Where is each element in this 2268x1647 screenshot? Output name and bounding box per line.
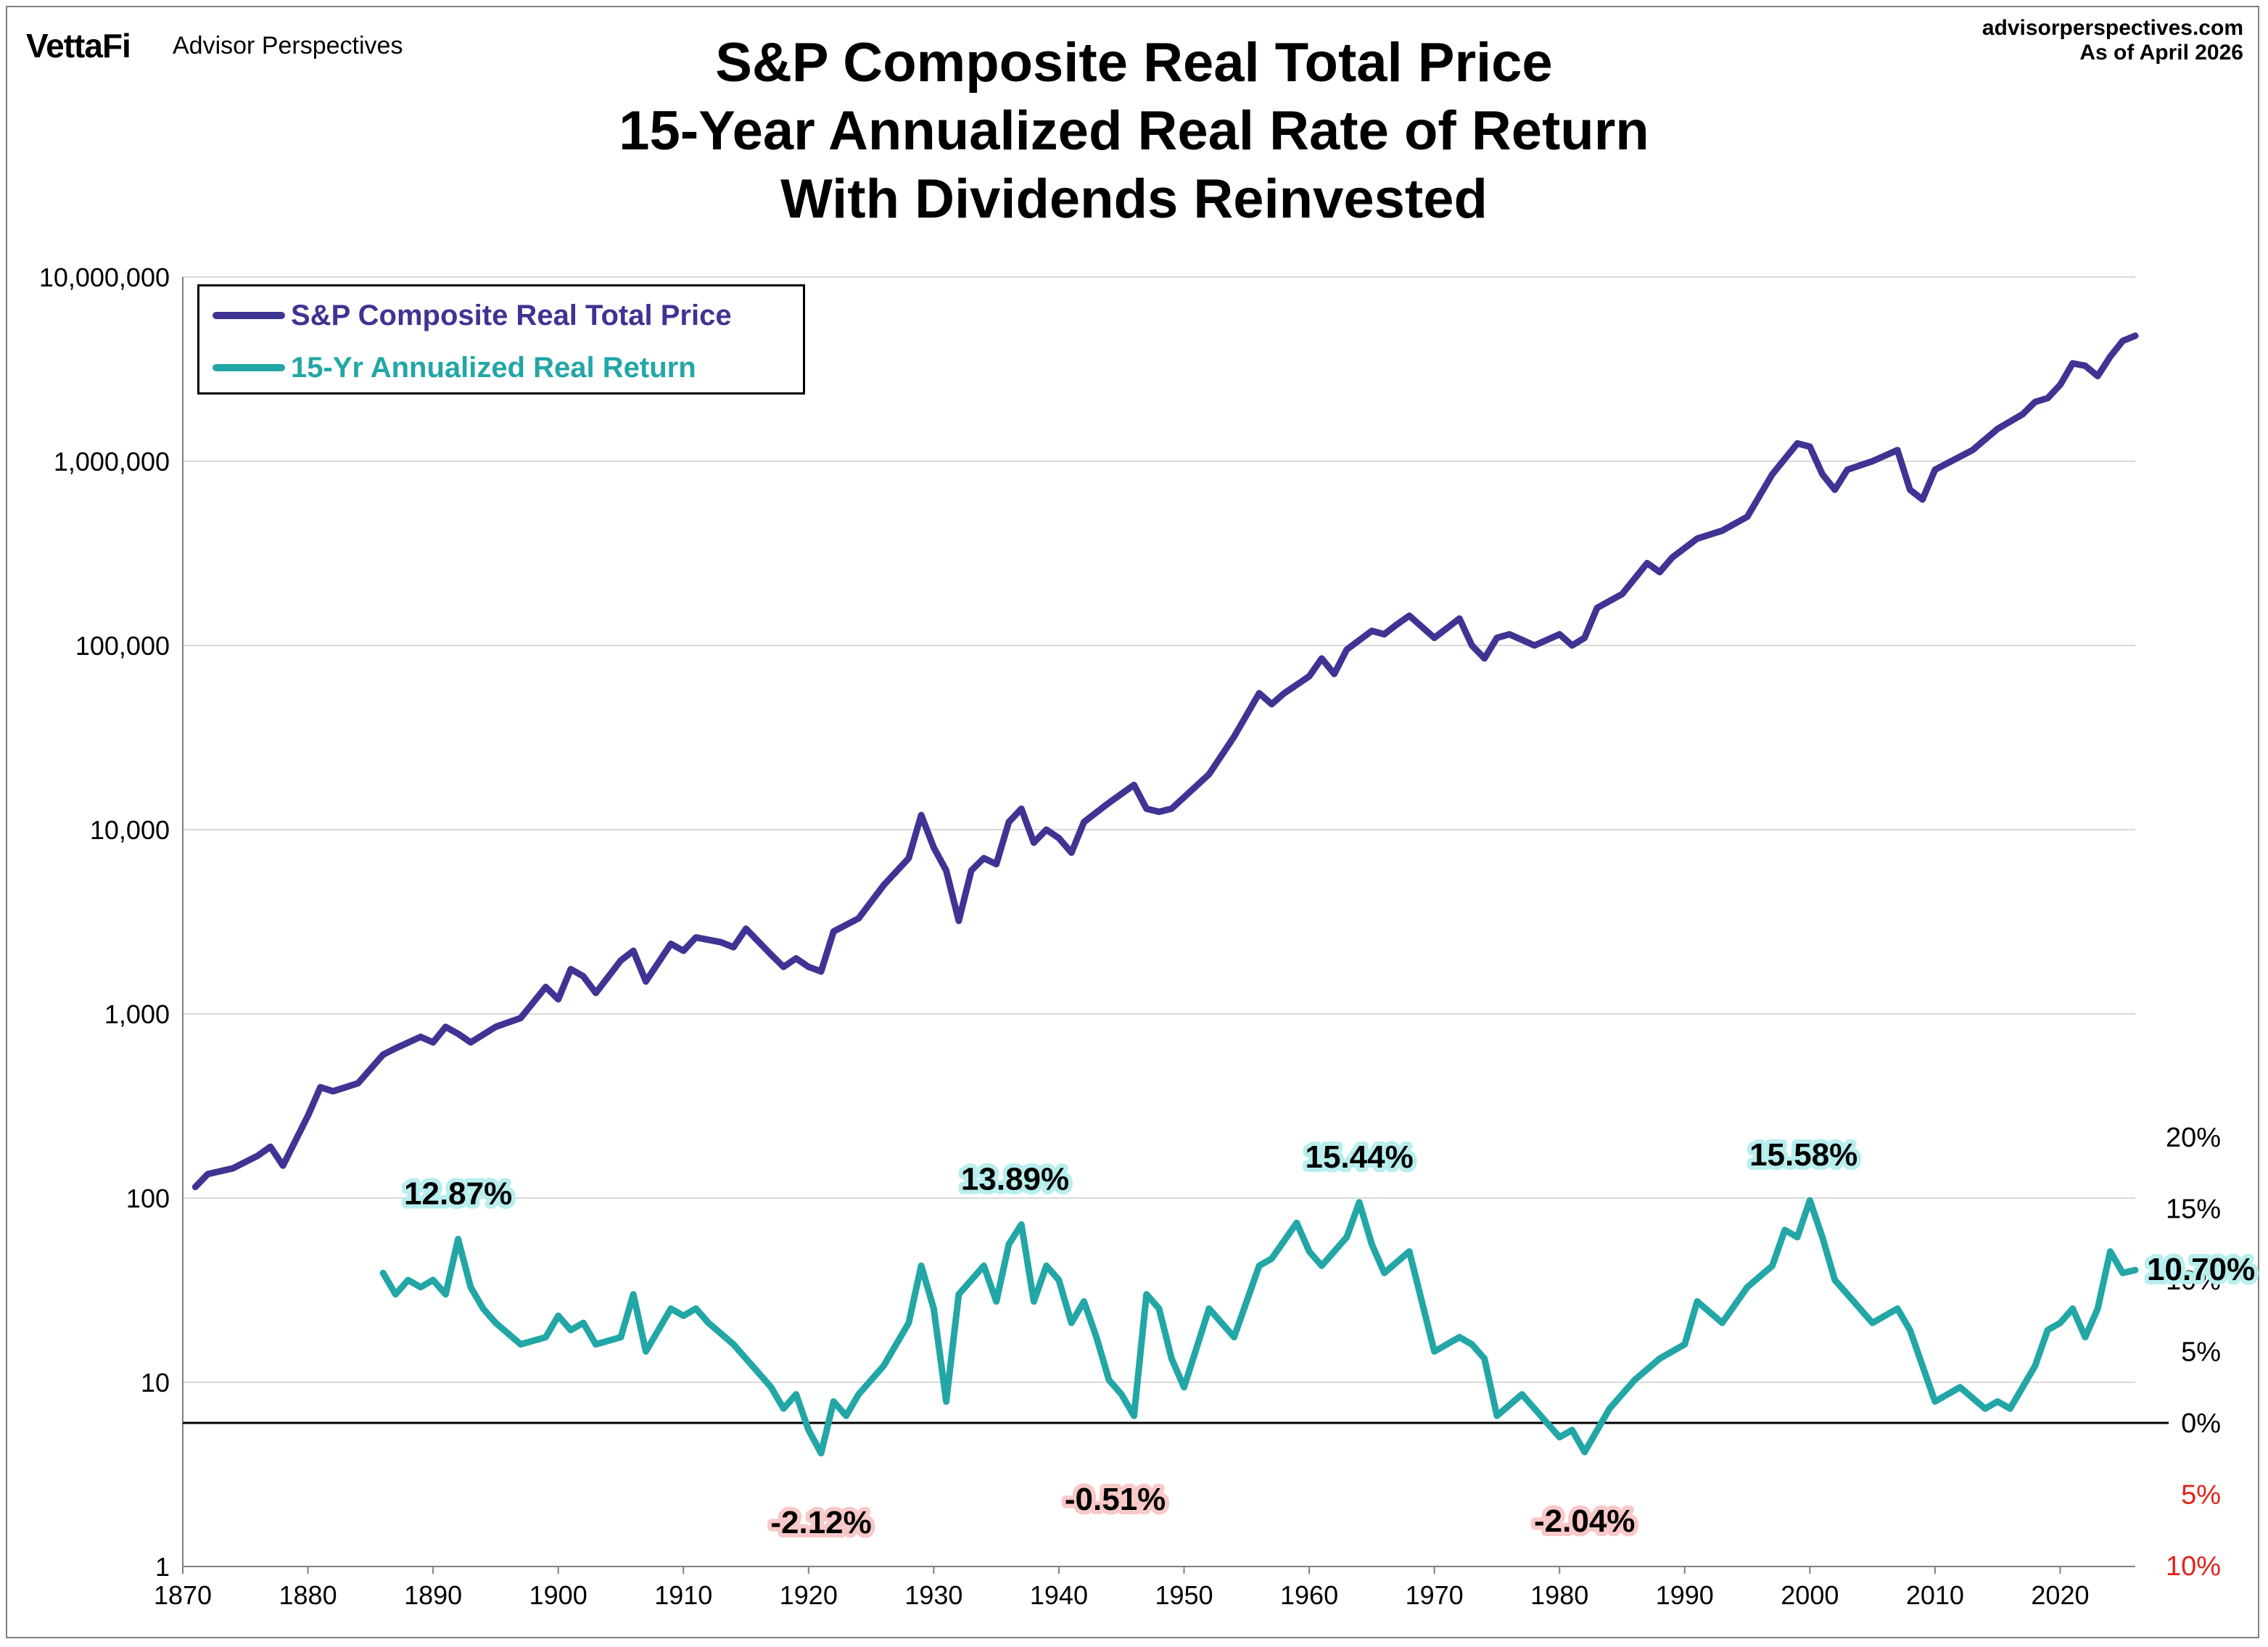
x-axis-tick-label: 1980 xyxy=(1530,1580,1588,1610)
right-axis-tick-label: 10% xyxy=(2166,1266,2221,1296)
legend-entry-price: S&P Composite Real Total Price xyxy=(213,299,732,331)
left-axis-tick-label: 1,000 xyxy=(104,999,170,1029)
x-axis-tick-label: 2000 xyxy=(1781,1580,1839,1610)
chart-legend: S&P Composite Real Total Price 15-Yr Ann… xyxy=(197,284,805,395)
x-axis-tick-label: 1970 xyxy=(1406,1580,1464,1610)
annotation-label-trough: -2.04% xyxy=(1534,1503,1635,1539)
right-axis-tick-label: 15% xyxy=(2166,1194,2221,1225)
as-of-date: As of April 2026 xyxy=(2079,41,2243,65)
right-axis-tick-label: 5% xyxy=(2181,1337,2221,1368)
chart-frame xyxy=(6,6,2259,1638)
x-axis-tick-label: 1910 xyxy=(654,1580,712,1610)
site-url: advisorperspectives.com xyxy=(1982,16,2243,40)
legend-swatch-price xyxy=(213,312,285,319)
chart-title-line-2: 15-Year Annualized Real Rate of Return xyxy=(619,100,1649,162)
left-axis-tick-label: 10,000,000 xyxy=(39,263,170,292)
x-axis-tick-label: 1930 xyxy=(904,1580,962,1610)
left-axis-tick-label: 100 xyxy=(126,1184,170,1213)
right-axis-tick-label: 10% xyxy=(2166,1551,2221,1582)
annotation-label-peak: 15.44% xyxy=(1305,1139,1413,1175)
x-axis-tick-label: 2020 xyxy=(2031,1580,2089,1610)
x-axis-tick-label: 1950 xyxy=(1155,1580,1213,1610)
vettafi-logo: VettaFi xyxy=(26,27,131,65)
x-axis-tick-label: 1880 xyxy=(279,1580,337,1610)
left-axis-tick-label: 1 xyxy=(155,1552,170,1582)
x-axis-tick-label: 1960 xyxy=(1280,1580,1338,1610)
chart-title-line-1: S&P Composite Real Total Price xyxy=(715,32,1553,94)
legend-label-price: S&P Composite Real Total Price xyxy=(291,299,732,331)
x-axis-tick-label: 1890 xyxy=(404,1580,462,1610)
annotation-label-peak: 12.87% xyxy=(404,1176,512,1211)
right-axis-tick-label: 0% xyxy=(2181,1408,2221,1439)
right-axis-tick-label: 5% xyxy=(2181,1480,2221,1511)
annotation-label-latest: 10.70% xyxy=(2147,1252,2255,1287)
left-axis-tick-label: 1,000,000 xyxy=(54,447,170,476)
x-axis-tick-label: 1900 xyxy=(529,1580,587,1610)
x-axis-tick-label: 1920 xyxy=(780,1580,838,1610)
left-axis-tick-label: 10,000 xyxy=(90,815,170,845)
return-series-line xyxy=(379,1197,2139,1457)
x-axis-tick-label: 1990 xyxy=(1656,1580,1714,1610)
brand-name: Advisor Perspectives xyxy=(173,32,403,59)
x-axis-tick-label: 1940 xyxy=(1030,1580,1088,1610)
price-series-line xyxy=(191,332,2139,1191)
annotation-label-peak: 13.89% xyxy=(961,1161,1069,1197)
legend-swatch-return xyxy=(213,364,285,371)
chart-title-line-3: With Dividends Reinvested xyxy=(780,168,1488,230)
annotation-label-peak: 15.58% xyxy=(1749,1137,1857,1173)
annotation-label-trough: -0.51% xyxy=(1065,1482,1166,1517)
legend-label-return: 15-Yr Annualized Real Return xyxy=(291,351,696,384)
x-axis-tick-label: 2010 xyxy=(1906,1580,1964,1610)
right-axis-tick-label: 20% xyxy=(2166,1123,2221,1153)
annotation-label-trough: -2.12% xyxy=(770,1505,871,1540)
legend-entry-return: 15-Yr Annualized Real Return xyxy=(213,351,696,384)
left-axis-tick-label: 100,000 xyxy=(75,631,170,661)
left-axis-tick-label: 10 xyxy=(141,1368,170,1398)
x-axis-tick-label: 1870 xyxy=(154,1580,212,1610)
